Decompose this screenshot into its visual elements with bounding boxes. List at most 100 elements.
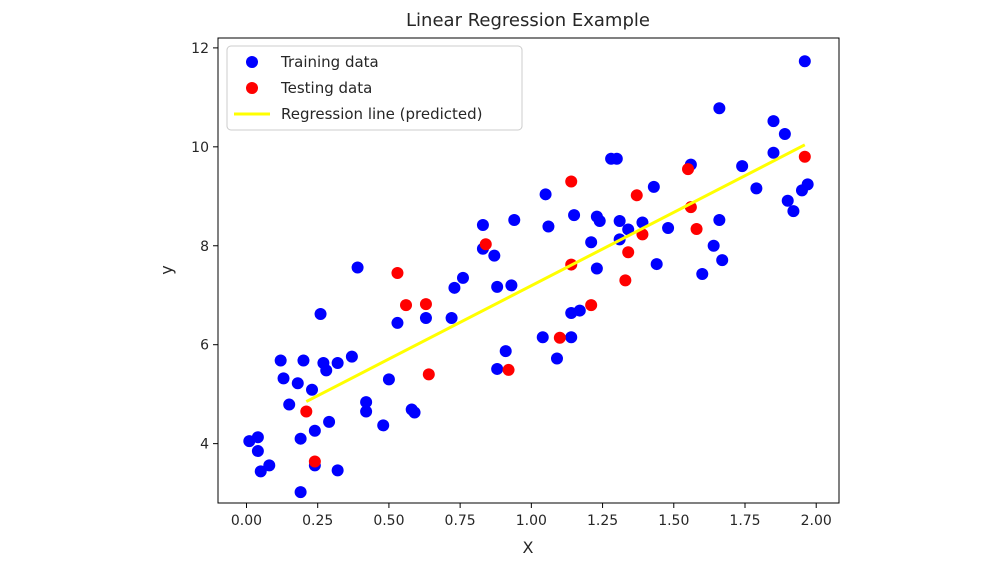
testing-point [630,189,643,202]
training-point [613,215,626,228]
training-point [408,406,421,419]
training-point [647,180,660,193]
training-point [716,254,729,267]
training-point [536,331,549,344]
y-tick-label: 10 [191,140,209,156]
testing-point [798,150,811,163]
training-point [351,261,364,274]
training-point [320,364,333,377]
training-point [499,345,512,358]
training-point [254,465,267,478]
testing-point [400,299,413,312]
training-point [542,220,555,233]
training-point [505,279,518,292]
training-point [377,419,390,432]
training-point [568,209,581,222]
training-point [291,377,304,390]
x-axis-title: X [523,538,534,557]
training-point [593,215,606,228]
training-point [539,188,552,201]
training-point [294,432,307,445]
x-tick-label: 0.75 [445,513,476,529]
legend-marker-training [246,56,258,68]
training-point [297,354,310,367]
training-point [360,405,373,418]
training-point [331,357,344,370]
training-point [781,194,794,207]
y-tick-label: 8 [200,239,209,255]
y-tick-label: 12 [191,41,209,57]
x-tick-label: 1.75 [729,513,760,529]
testing-point [502,363,515,376]
legend-marker-testing [246,82,258,94]
training-point [778,127,791,140]
training-point [767,146,780,159]
training-point [787,205,800,218]
training-point [767,115,780,128]
training-point [294,486,307,499]
x-tick-label: 0.25 [302,513,333,529]
training-point [488,249,501,262]
training-point [476,218,489,231]
chart-title: Linear Regression Example [406,10,650,31]
training-point [323,415,336,428]
x-tick-label: 0.50 [373,513,404,529]
training-point [622,223,635,236]
testing-point [585,299,598,312]
testing-point [479,238,492,251]
testing-point [422,368,435,381]
training-point [798,55,811,68]
training-point [391,316,404,329]
training-point [750,182,763,195]
training-point [345,350,358,363]
x-tick-label: 0.00 [231,513,262,529]
training-point [382,373,395,386]
training-point [274,354,287,367]
training-point [308,424,321,437]
training-point [360,396,373,409]
training-point [251,445,264,458]
x-tick-label: 1.25 [587,513,618,529]
y-tick-label: 4 [200,437,209,453]
legend: Training data Testing data Regression li… [226,45,523,131]
testing-point [300,405,313,418]
testing-point [391,266,404,279]
training-point [456,271,469,284]
training-point [263,459,276,472]
training-point [713,102,726,115]
training-point [491,362,504,375]
training-point [283,398,296,411]
training-point [590,262,603,275]
testing-point [682,163,695,176]
training-point [707,239,720,252]
training-point [736,160,749,173]
training-point [277,372,290,385]
testing-point [690,222,703,235]
y-tick-label: 6 [200,338,209,354]
training-point [306,383,319,396]
training-point [662,221,675,234]
training-point [565,331,578,344]
training-point [573,304,586,317]
x-tick-label: 1.50 [658,513,689,529]
x-tick-label: 1.00 [516,513,547,529]
training-point [550,352,563,365]
training-point [314,308,327,321]
testing-point [308,455,321,468]
training-point [491,280,504,293]
legend-box [226,45,523,131]
training-point [331,464,344,477]
training-point [508,214,521,227]
regression-line [305,143,806,403]
training-point [445,311,458,324]
legend-label-regression: Regression line (predicted) [281,105,483,123]
marks-layer [243,55,814,499]
x-tick-label: 2.00 [801,513,832,529]
training-point [610,152,623,165]
testing-point [419,298,432,311]
testing-point [619,274,632,287]
training-point [448,281,461,294]
legend-label-testing: Testing data [280,79,372,97]
training-point [585,236,598,249]
legend-label-training: Training data [280,53,379,71]
